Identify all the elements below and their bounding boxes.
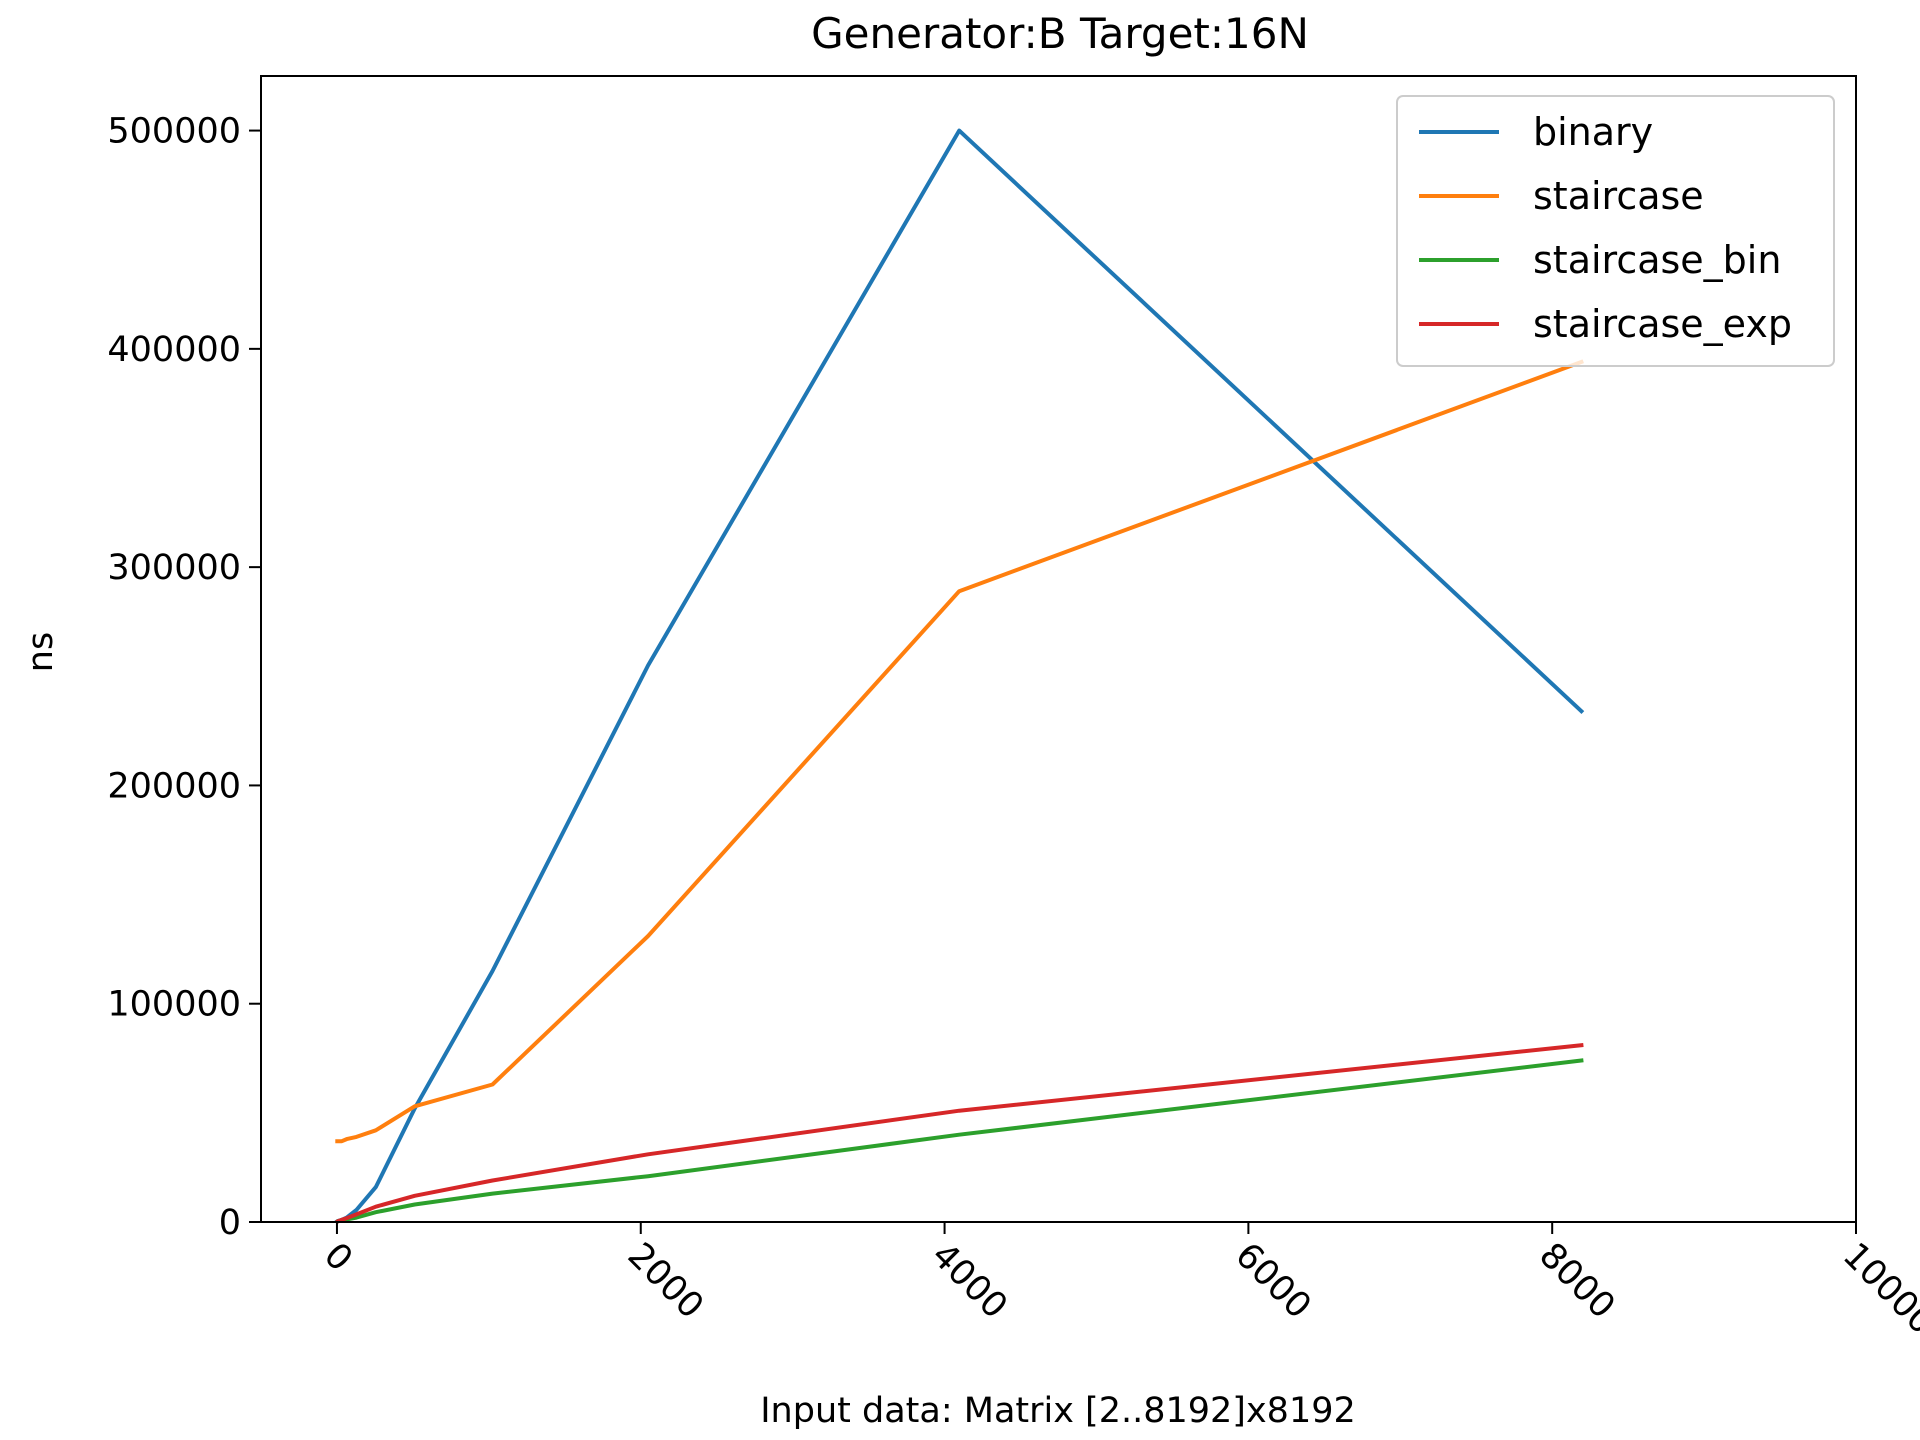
series-line-binary [334,128,1585,1225]
y-tick-label: 500000 [107,112,241,152]
chart-title: Generator:B Target:16N [811,9,1309,58]
x-axis: 0 2000 4000 6000 8000 10000 [316,1222,1920,1342]
x-tick-label: 4000 [924,1235,1015,1326]
y-tick-label: 100000 [107,985,241,1025]
y-axis-label: ns [21,632,61,672]
x-tick-label: 8000 [1531,1235,1622,1326]
y-tick-label: 400000 [107,330,241,370]
y-axis: 0 100000 200000 300000 400000 500000 [107,112,261,1243]
plot-frame [260,75,1857,1223]
y-tick-label: 300000 [107,548,241,588]
y-tick-label: 200000 [107,766,241,806]
series-line-staircase-bin [334,1058,1584,1225]
legend-label-staircase-exp: staircase_exp [1533,302,1792,346]
x-tick-label: 10000 [1835,1235,1920,1342]
legend-box [1396,95,1835,367]
legend-label-binary: binary [1533,110,1653,154]
series-line-staircase [335,359,1584,1144]
x-tick-label: 6000 [1227,1235,1318,1326]
x-axis-label: Input data: Matrix [2..8192]x8192 [760,1391,1356,1431]
y-tick-label: 0 [219,1203,241,1243]
legend: binary staircase staircase_bin staircase_ex… [1396,95,1835,367]
legend-label-staircase-bin: staircase_bin [1533,238,1781,282]
x-tick-label: 2000 [620,1235,711,1326]
legend-label-staircase: staircase [1533,174,1704,218]
plot-area [334,128,1585,1225]
x-tick-label: 0 [316,1235,360,1279]
